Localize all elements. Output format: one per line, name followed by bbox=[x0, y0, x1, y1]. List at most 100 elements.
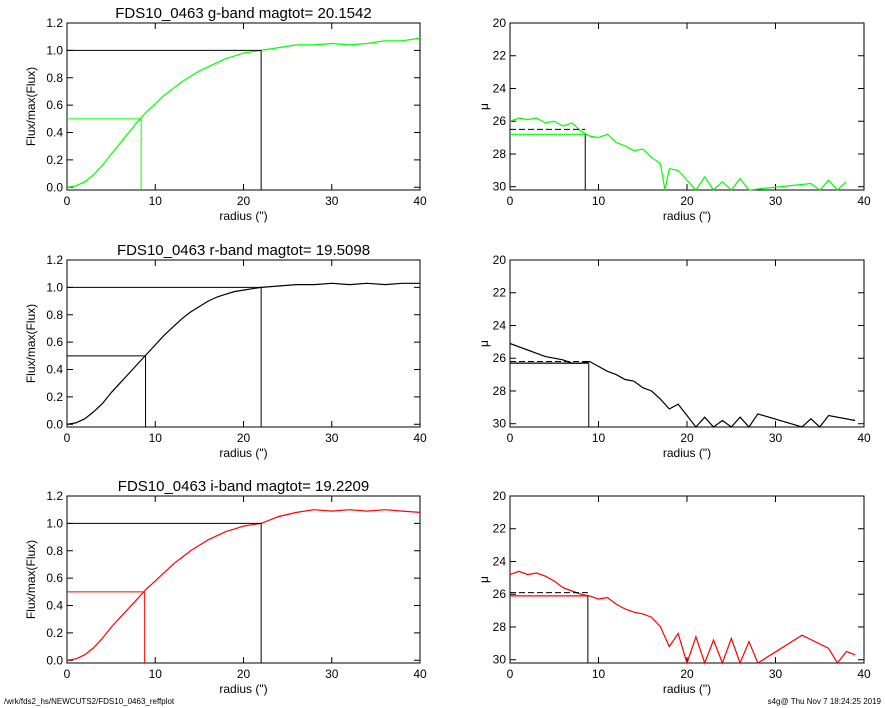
y-tick-label: 0.0 bbox=[46, 653, 63, 667]
panel-title: FDS10_0463 g-band magtot= 20.1542 bbox=[115, 5, 371, 22]
x-tick-label: 30 bbox=[325, 667, 339, 681]
x-tick-label: 40 bbox=[413, 667, 427, 681]
y-tick-label: 0.4 bbox=[46, 599, 63, 613]
y-tick-label: 1.2 bbox=[46, 489, 63, 503]
panel-r-growth: 0 10 20 30 40 0.0 0.2 0.4 0.6 0.8 1.0 1.2 radius (")… bbox=[24, 242, 427, 460]
x-tick-label: 30 bbox=[769, 667, 783, 681]
y-tick-label: 1.0 bbox=[46, 280, 63, 294]
x-tick-label: 30 bbox=[325, 431, 339, 445]
footer-timestamp: s4g@ Thu Nov 7 18:24:25 2019 bbox=[767, 697, 881, 706]
x-tick-label: 40 bbox=[413, 194, 427, 208]
x-axis-label: radius (") bbox=[219, 209, 267, 223]
y-axis-label: μ bbox=[477, 340, 491, 347]
plot-frame bbox=[509, 22, 865, 191]
x-tick-label: 30 bbox=[325, 194, 339, 208]
series-line-g bbox=[509, 117, 847, 191]
y-tick-label: 28 bbox=[493, 147, 507, 161]
y-tick-label: 24 bbox=[493, 81, 507, 95]
series-line-g bbox=[66, 37, 421, 188]
y-tick-label: 0.8 bbox=[46, 71, 63, 85]
y-tick-label: 1.2 bbox=[46, 253, 63, 267]
x-tick-label: 10 bbox=[149, 667, 163, 681]
y-tick-label: 30 bbox=[493, 417, 507, 431]
y-tick-label: 0.6 bbox=[46, 335, 63, 349]
panel-i-surface-brightness: 0 10 20 30 40 20 22 24 26 28 30 radius (") μ bbox=[477, 489, 871, 696]
x-tick-label: 20 bbox=[680, 431, 694, 445]
x-tick-label: 20 bbox=[237, 667, 251, 681]
series-line-r bbox=[66, 282, 420, 425]
y-tick-label: 1.0 bbox=[46, 43, 63, 57]
x-tick-label: 40 bbox=[857, 194, 871, 208]
x-tick-label: 10 bbox=[592, 667, 606, 681]
y-tick-label: 30 bbox=[493, 180, 507, 194]
x-tick-label: 10 bbox=[149, 194, 163, 208]
x-tick-label: 20 bbox=[680, 667, 694, 681]
y-tick-label: 0.0 bbox=[46, 180, 63, 194]
y-tick-label: 28 bbox=[493, 620, 507, 634]
y-axis-label: Flux/max(Flux) bbox=[24, 67, 38, 146]
plot-frame bbox=[66, 22, 421, 191]
x-tick-label: 0 bbox=[507, 667, 514, 681]
x-tick-label: 0 bbox=[64, 431, 71, 445]
y-tick-label: 20 bbox=[493, 16, 507, 30]
x-tick-label: 0 bbox=[507, 431, 514, 445]
y-tick-label: 0.2 bbox=[46, 390, 63, 404]
x-axis-label: radius (") bbox=[663, 446, 711, 460]
y-tick-label: 28 bbox=[493, 384, 507, 398]
y-tick-label: 20 bbox=[493, 253, 507, 267]
y-tick-label: 0.2 bbox=[46, 626, 63, 640]
y-tick-label: 26 bbox=[493, 114, 507, 128]
plot-frame bbox=[66, 259, 421, 428]
panel-g-growth: 0 10 20 30 40 0.0 0.2 0.4 0.6 0.8 1.0 1.2 radius (")… bbox=[24, 5, 427, 223]
x-tick-label: 40 bbox=[413, 431, 427, 445]
x-tick-label: 10 bbox=[592, 431, 606, 445]
y-tick-label: 1.0 bbox=[46, 516, 63, 530]
x-tick-label: 20 bbox=[237, 431, 251, 445]
x-tick-label: 0 bbox=[64, 667, 71, 681]
x-tick-label: 40 bbox=[857, 667, 871, 681]
x-axis-label: radius (") bbox=[219, 682, 267, 696]
panel-r-surface-brightness: 0 10 20 30 40 20 22 24 26 28 30 radius (") μ bbox=[477, 253, 871, 460]
series-line-r bbox=[509, 342, 856, 428]
y-tick-label: 26 bbox=[493, 351, 507, 365]
x-tick-label: 10 bbox=[592, 194, 606, 208]
x-tick-label: 20 bbox=[237, 194, 251, 208]
x-axis-label: radius (") bbox=[663, 209, 711, 223]
y-tick-label: 0.4 bbox=[46, 363, 63, 377]
series-line-i bbox=[509, 570, 856, 665]
y-tick-label: 26 bbox=[493, 587, 507, 601]
x-tick-label: 10 bbox=[149, 431, 163, 445]
y-tick-label: 24 bbox=[493, 318, 507, 332]
y-tick-label: 0.2 bbox=[46, 153, 63, 167]
y-tick-label: 0.0 bbox=[46, 417, 63, 431]
y-tick-label: 22 bbox=[493, 49, 507, 63]
y-tick-label: 24 bbox=[493, 554, 507, 568]
x-tick-label: 30 bbox=[769, 194, 783, 208]
panel-title: FDS10_0463 r-band magtot= 19.5098 bbox=[117, 242, 370, 259]
panel-g-surface-brightness: 0 10 20 30 40 20 22 24 26 28 30 radius (") μ bbox=[477, 16, 871, 223]
plot-frame bbox=[509, 259, 865, 428]
plot-frame bbox=[66, 495, 421, 664]
y-tick-label: 0.8 bbox=[46, 544, 63, 558]
y-tick-label: 22 bbox=[493, 522, 507, 536]
y-tick-label: 0.4 bbox=[46, 126, 63, 140]
y-tick-label: 1.2 bbox=[46, 16, 63, 30]
x-tick-label: 0 bbox=[507, 194, 514, 208]
y-axis-label: Flux/max(Flux) bbox=[24, 540, 38, 619]
y-tick-label: 0.6 bbox=[46, 571, 63, 585]
y-tick-label: 22 bbox=[493, 286, 507, 300]
y-tick-label: 20 bbox=[493, 489, 507, 503]
series-line-i bbox=[66, 509, 421, 661]
footer-path: /wrk/fds2_hs/NEWCUTS2/FDS10_0463_reffplo… bbox=[4, 697, 175, 706]
x-tick-label: 20 bbox=[680, 194, 694, 208]
x-axis-label: radius (") bbox=[663, 682, 711, 696]
y-axis-label: μ bbox=[477, 103, 491, 110]
y-axis-label: Flux/max(Flux) bbox=[24, 304, 38, 383]
panel-i-growth: 0 10 20 30 40 0.0 0.2 0.4 0.6 0.8 1.0 1.2 radius (")… bbox=[24, 478, 427, 696]
x-tick-label: 0 bbox=[64, 194, 71, 208]
x-axis-label: radius (") bbox=[219, 446, 267, 460]
panel-title: FDS10_0463 i-band magtot= 19.2209 bbox=[118, 478, 369, 495]
x-tick-label: 30 bbox=[769, 431, 783, 445]
y-axis-label: μ bbox=[477, 576, 491, 583]
